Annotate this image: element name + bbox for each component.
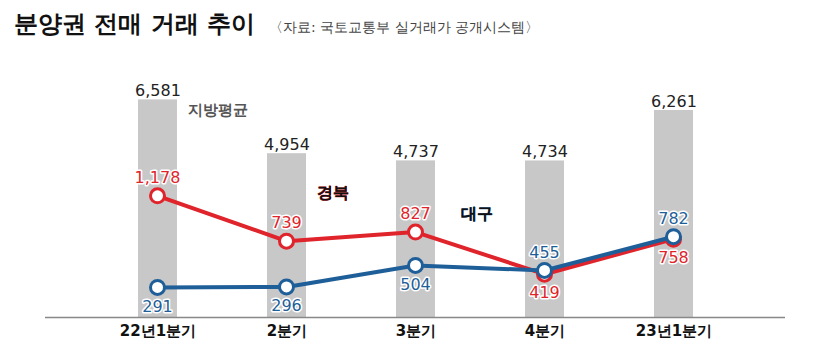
svg-text:782: 782 xyxy=(658,209,689,228)
svg-text:739: 739 xyxy=(271,213,302,232)
svg-text:경북: 경북 xyxy=(317,183,349,202)
svg-text:3분기: 3분기 xyxy=(396,322,436,340)
svg-text:6,581: 6,581 xyxy=(135,81,181,100)
svg-text:4,734: 4,734 xyxy=(522,142,568,161)
svg-text:455: 455 xyxy=(529,243,560,262)
svg-text:4,954: 4,954 xyxy=(264,135,310,154)
svg-text:대구: 대구 xyxy=(461,204,493,223)
svg-text:758: 758 xyxy=(658,248,689,267)
html-text:분양권 전매 거래 추이: 분양권 전매 거래 추이 xyxy=(14,10,256,38)
svg-text:4분기: 4분기 xyxy=(525,322,565,340)
svg-text:827: 827 xyxy=(400,204,431,223)
svg-text:504: 504 xyxy=(400,275,431,294)
svg-text:296: 296 xyxy=(271,296,302,315)
html-text:〈자료: 국토교통부 실거래가 공개시스템〉: 〈자료: 국토교통부 실거래가 공개시스템〉 xyxy=(269,19,540,35)
svg-text:291: 291 xyxy=(142,297,173,316)
svg-text:419: 419 xyxy=(529,283,560,302)
svg-text:1,178: 1,178 xyxy=(135,168,181,187)
svg-text:6,261: 6,261 xyxy=(651,92,697,111)
svg-text:2분기: 2분기 xyxy=(267,322,307,340)
svg-text:23년1분기: 23년1분기 xyxy=(636,322,712,340)
svg-text:지방평균: 지방평균 xyxy=(188,101,248,119)
svg-text:22년1분기: 22년1분기 xyxy=(120,322,196,340)
svg-text:4,737: 4,737 xyxy=(393,142,439,161)
